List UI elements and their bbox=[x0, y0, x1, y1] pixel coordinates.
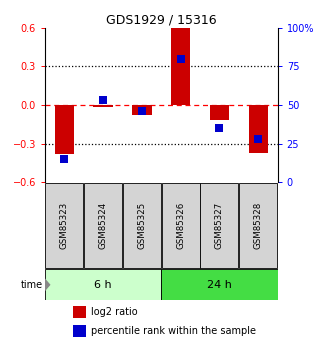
Point bbox=[139, 108, 144, 114]
Bar bbox=[55, 105, 74, 154]
Point bbox=[100, 98, 106, 103]
Text: GSM85328: GSM85328 bbox=[254, 202, 263, 249]
Bar bbox=[73, 325, 86, 337]
Bar bbox=[201, 183, 239, 268]
Bar bbox=[123, 183, 161, 268]
Text: GSM85326: GSM85326 bbox=[176, 202, 185, 249]
Bar bbox=[171, 28, 190, 105]
Point bbox=[62, 156, 67, 162]
Bar bbox=[93, 105, 113, 107]
Bar bbox=[161, 269, 278, 300]
Text: 24 h: 24 h bbox=[207, 280, 232, 290]
Text: percentile rank within the sample: percentile rank within the sample bbox=[91, 326, 256, 336]
Text: time: time bbox=[21, 280, 43, 290]
Text: GSM85323: GSM85323 bbox=[60, 202, 69, 249]
Point bbox=[256, 136, 261, 142]
Bar bbox=[239, 183, 277, 268]
Bar bbox=[210, 105, 229, 120]
Bar bbox=[73, 306, 86, 318]
Point bbox=[217, 125, 222, 131]
Bar bbox=[45, 269, 161, 300]
Text: GSM85324: GSM85324 bbox=[99, 202, 108, 249]
Text: GSM85327: GSM85327 bbox=[215, 202, 224, 249]
Polygon shape bbox=[44, 278, 50, 291]
Bar bbox=[162, 183, 200, 268]
Bar bbox=[248, 105, 268, 152]
Bar bbox=[132, 105, 152, 115]
Point bbox=[178, 56, 183, 61]
Text: log2 ratio: log2 ratio bbox=[91, 307, 138, 317]
Title: GDS1929 / 15316: GDS1929 / 15316 bbox=[106, 13, 217, 27]
Bar bbox=[45, 183, 83, 268]
Bar bbox=[84, 183, 122, 268]
Text: 6 h: 6 h bbox=[94, 280, 112, 290]
Text: GSM85325: GSM85325 bbox=[137, 202, 146, 249]
